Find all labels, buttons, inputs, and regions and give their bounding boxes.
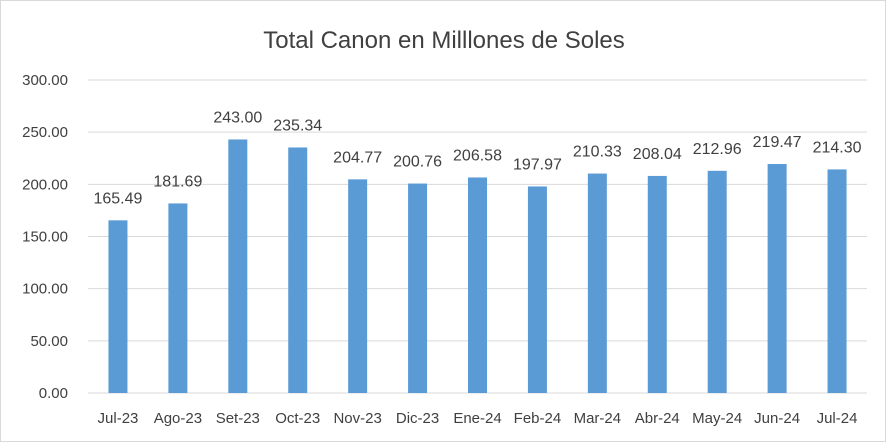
x-tick-label: Dic-23 (396, 410, 439, 427)
x-tick-label: Jun-24 (754, 410, 800, 427)
bar (228, 139, 248, 393)
y-tick-label: 50.00 (30, 333, 68, 350)
data-label: 181.69 (153, 173, 202, 190)
x-tick-label: Feb-24 (514, 410, 562, 427)
data-label: 212.96 (693, 141, 742, 158)
bars (108, 139, 847, 393)
x-tick-label: Oct-23 (275, 410, 320, 427)
data-labels: 165.49 181.69 243.00 235.34 204.77 200.76 206.… (93, 109, 861, 207)
y-tick-label: 100.00 (22, 281, 68, 298)
chart-title: Total Canon en Milllones de Soles (263, 27, 625, 54)
x-axis-ticks: Jul-23 Ago-23 Set-23 Oct-23 Nov-23 Dic-23 Ene-… (98, 410, 858, 427)
y-tick-label: 300.00 (22, 72, 68, 89)
data-label: 219.47 (753, 134, 802, 151)
data-label: 200.76 (393, 154, 442, 171)
x-tick-label: Mar-24 (574, 410, 622, 427)
x-tick-label: May-24 (692, 410, 742, 427)
x-tick-label: Set-23 (216, 410, 260, 427)
bar (108, 220, 128, 393)
x-tick-label: Ene-24 (453, 410, 501, 427)
y-tick-label: 150.00 (22, 229, 68, 246)
y-tick-label: 250.00 (22, 124, 68, 141)
data-label: 243.00 (213, 109, 262, 126)
bar (348, 179, 368, 393)
y-tick-label: 0.00 (39, 385, 68, 402)
data-label: 165.49 (93, 190, 142, 207)
x-tick-label: Jul-23 (98, 410, 139, 427)
bar (168, 203, 188, 393)
bar (707, 170, 727, 393)
bar (527, 186, 547, 393)
bar (827, 169, 847, 393)
x-tick-label: Nov-23 (333, 410, 381, 427)
x-tick-label: Abr-24 (635, 410, 680, 427)
bar (288, 147, 308, 393)
data-label: 197.97 (513, 156, 562, 173)
bar (587, 173, 607, 393)
y-axis-ticks: 0.00 50.00 100.00 150.00 200.00 250.00 300.00 (22, 72, 68, 402)
bar (647, 175, 667, 393)
bar (468, 177, 487, 393)
bar (767, 164, 787, 393)
data-label: 214.30 (813, 139, 862, 156)
data-label: 210.33 (573, 144, 622, 161)
data-label: 204.77 (333, 149, 382, 166)
y-tick-label: 200.00 (22, 176, 68, 193)
x-tick-label: Jul-24 (817, 410, 858, 427)
x-tick-label: Ago-23 (154, 410, 202, 427)
bar (408, 183, 428, 393)
data-label: 208.04 (633, 146, 682, 163)
data-label: 206.58 (453, 147, 502, 164)
data-label: 235.34 (273, 117, 322, 134)
